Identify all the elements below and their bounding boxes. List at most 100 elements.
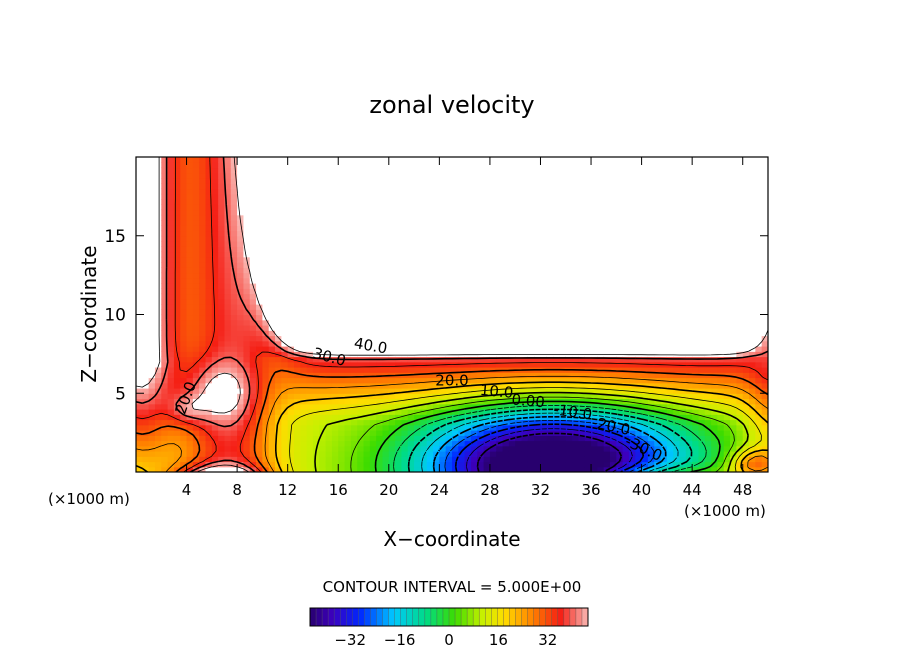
field-cell <box>628 272 636 279</box>
field-cell <box>186 461 194 468</box>
field-cell <box>401 220 409 226</box>
field-cell <box>521 193 529 200</box>
field-cell <box>325 466 333 472</box>
field-cell <box>458 235 466 242</box>
field-cell <box>256 241 263 247</box>
field-cell <box>173 340 181 347</box>
field-cell <box>243 430 251 436</box>
field-cell <box>325 461 333 468</box>
field-cell <box>508 204 516 211</box>
field-cell <box>205 356 213 363</box>
field-cell <box>470 246 478 253</box>
field-cell <box>357 309 365 316</box>
field-cell <box>237 272 245 279</box>
field-cell <box>559 162 567 169</box>
field-cell <box>559 419 567 426</box>
field-cell <box>483 304 491 310</box>
field-cell <box>294 403 301 410</box>
field-cell <box>433 393 440 400</box>
field-cell <box>515 398 523 405</box>
field-cell <box>136 419 143 426</box>
field-cell <box>287 335 295 342</box>
field-cell <box>382 335 390 342</box>
field-cell <box>591 188 598 195</box>
field-cell <box>546 251 554 258</box>
field-cell <box>407 162 415 169</box>
field-cell <box>268 262 276 268</box>
field-cell <box>376 225 384 232</box>
field-cell <box>603 456 611 463</box>
field-cell <box>192 393 200 400</box>
field-cell <box>154 309 162 316</box>
field-cell <box>572 372 579 379</box>
field-cell <box>603 356 611 363</box>
field-cell <box>445 230 453 237</box>
field-cell <box>426 246 434 253</box>
field-cell <box>521 424 529 431</box>
field-cell <box>414 277 421 284</box>
field-cell <box>268 199 276 205</box>
field-cell <box>477 162 485 169</box>
field-cell <box>647 193 655 200</box>
field-cell <box>654 167 662 174</box>
field-cell <box>470 351 478 358</box>
field-cell <box>306 241 314 247</box>
field-cell <box>597 183 605 190</box>
field-cell <box>382 309 390 316</box>
field-cell <box>578 220 586 226</box>
field-cell <box>426 256 434 263</box>
field-cell <box>211 424 219 431</box>
field-cell <box>211 419 219 426</box>
field-cell <box>388 461 396 468</box>
field-cell <box>426 193 434 200</box>
field-cell <box>218 414 226 421</box>
field-cell <box>357 319 365 326</box>
field-cell <box>338 451 346 457</box>
field-cell <box>458 393 466 400</box>
field-cell <box>534 204 542 211</box>
field-cell <box>199 340 207 347</box>
field-cell <box>445 256 453 263</box>
field-cell <box>603 214 611 221</box>
field-cell <box>527 193 535 200</box>
field-cell <box>470 346 478 352</box>
field-cell <box>192 230 200 237</box>
field-cell <box>192 424 200 431</box>
field-cell <box>546 172 554 179</box>
field-cell <box>167 214 175 221</box>
field-cell <box>534 314 542 321</box>
field-cell <box>161 193 169 200</box>
field-cell <box>211 414 219 421</box>
field-cell <box>496 330 504 337</box>
field-cell <box>230 167 238 174</box>
field-cell <box>591 172 598 179</box>
field-cell <box>338 367 346 373</box>
field-cell <box>230 335 238 342</box>
field-cell <box>237 367 245 373</box>
field-cell <box>256 335 263 342</box>
field-cell <box>300 272 308 279</box>
field-cell <box>591 309 598 316</box>
field-cell <box>344 220 352 226</box>
field-cell <box>344 319 352 326</box>
field-cell <box>458 262 466 268</box>
field-cell <box>452 319 459 326</box>
field-cell <box>407 209 415 216</box>
field-cell <box>376 466 384 472</box>
field-cell <box>540 403 548 410</box>
field-cell <box>603 293 611 300</box>
field-cell <box>300 167 308 174</box>
field-cell <box>508 314 516 321</box>
field-cell <box>534 262 542 268</box>
field-cell <box>230 466 238 472</box>
field-cell <box>142 251 150 258</box>
field-cell <box>287 262 295 268</box>
field-cell <box>420 388 428 394</box>
field-cell <box>268 188 276 195</box>
field-cell <box>180 167 188 174</box>
field-cell <box>344 209 352 216</box>
field-cell <box>300 209 308 216</box>
field-cell <box>616 220 624 226</box>
field-cell <box>565 435 573 442</box>
field-cell <box>610 445 617 452</box>
